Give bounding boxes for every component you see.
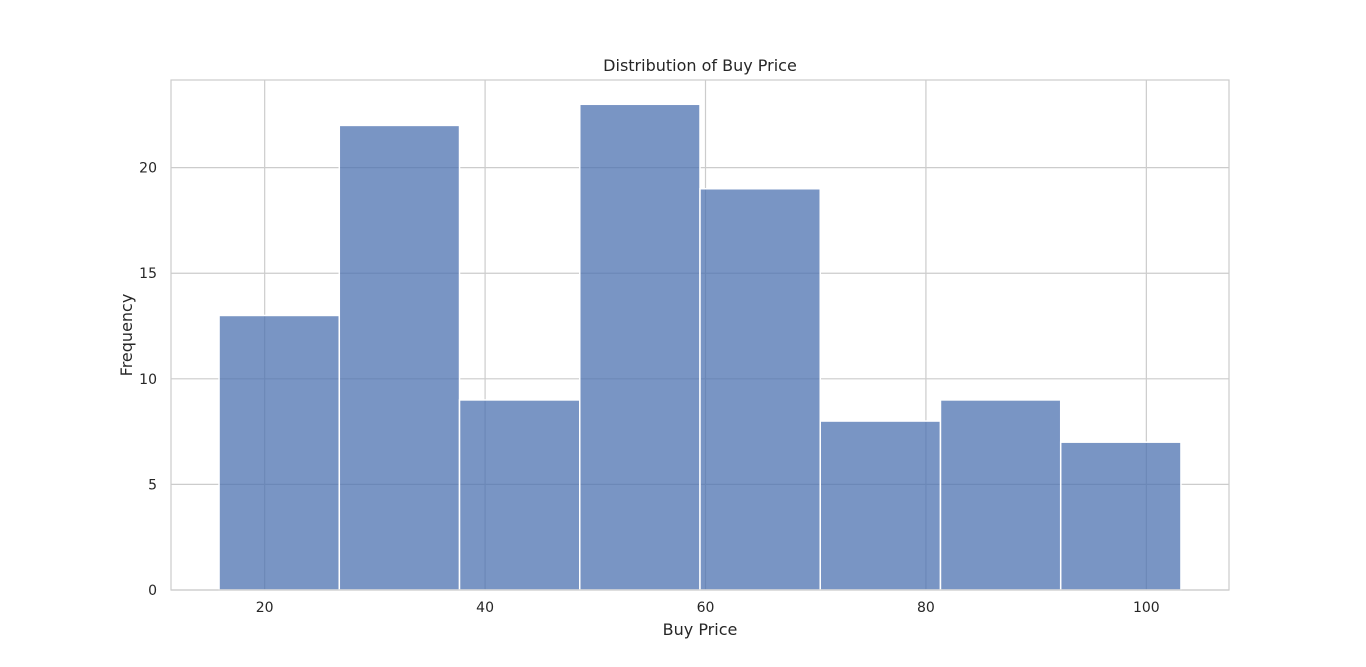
y-tick-label: 15 <box>139 266 157 282</box>
chart-title: Distribution of Buy Price <box>603 56 797 75</box>
histogram-bar <box>579 103 701 591</box>
x-tick-label: 20 <box>256 600 274 616</box>
histogram-bar <box>338 124 461 591</box>
plot-frame <box>170 79 1230 591</box>
y-tick-label: 0 <box>148 583 157 599</box>
y-axis-label: Frequency <box>117 294 136 377</box>
y-tick-label: 20 <box>139 161 157 177</box>
histogram-bar <box>218 314 341 591</box>
bars <box>218 103 1182 591</box>
histogram-bar <box>458 399 581 591</box>
y-tick-label: 10 <box>139 372 157 388</box>
x-tick-label: 100 <box>1133 600 1160 616</box>
x-tick-label: 60 <box>697 600 715 616</box>
x-tick-labels: 20 40 60 80 100 <box>256 600 1160 616</box>
y-tick-label: 5 <box>148 477 157 493</box>
x-tick-label: 40 <box>476 600 494 616</box>
histogram-bar <box>939 399 1062 591</box>
x-tick-label: 80 <box>917 600 935 616</box>
histogram-bar <box>819 420 942 591</box>
y-tick-labels: 0 5 10 15 20 <box>139 161 157 599</box>
histogram-bar <box>1059 441 1182 591</box>
x-axis-label: Buy Price <box>663 620 738 639</box>
histogram-bar <box>699 188 821 591</box>
